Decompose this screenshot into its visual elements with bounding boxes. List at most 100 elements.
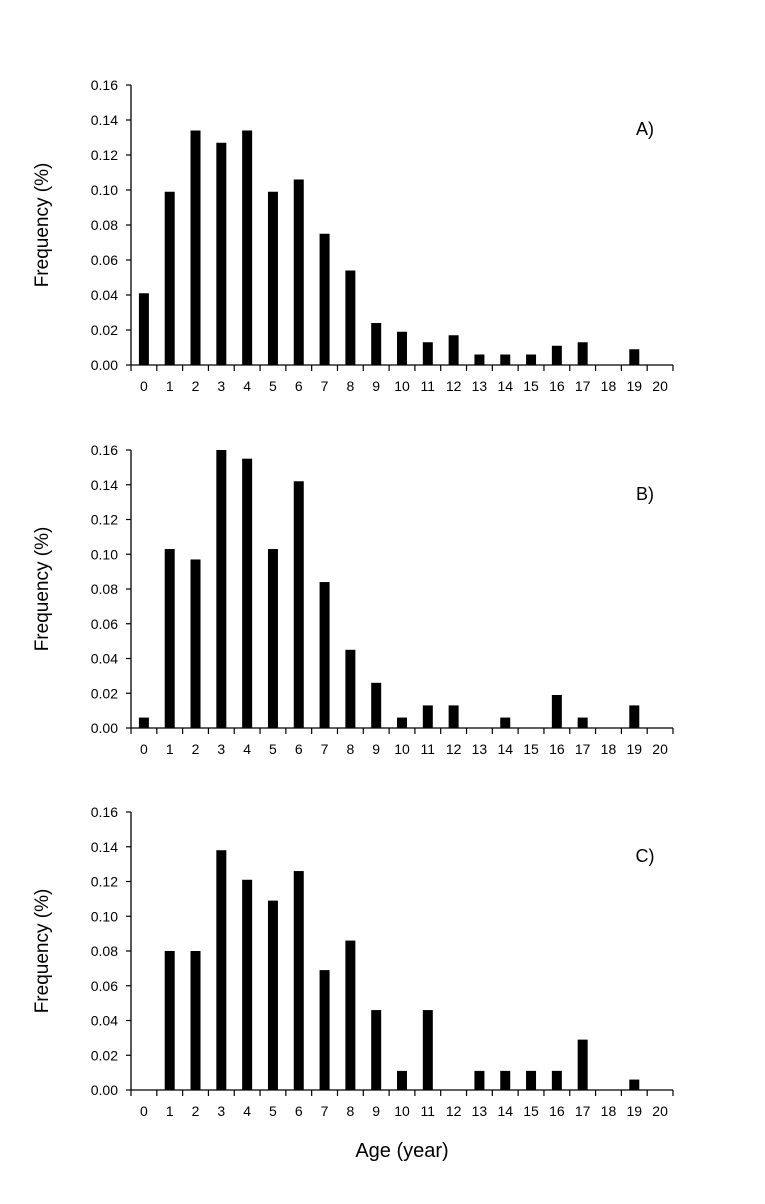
x-tick-label: 15 [523,741,539,757]
bar [422,342,433,365]
x-tick-label: 7 [321,378,329,394]
x-tick-label: 7 [321,1103,329,1119]
panel-label: B) [636,484,654,504]
bar [500,354,511,365]
bar [242,130,253,365]
bar [397,1070,407,1090]
x-tick-label: 14 [497,378,513,394]
x-tick-label: 0 [140,1103,148,1119]
x-tick-label: 6 [295,378,303,394]
x-tick-label: 18 [601,1103,617,1119]
x-tick-label: 20 [652,1103,668,1119]
bar [422,705,433,728]
x-tick-label: 5 [269,741,277,757]
bar [577,342,588,365]
bar [551,694,562,728]
y-tick-label: 0.16 [91,77,118,93]
bar [216,850,227,1090]
panel-b: 0.000.020.040.060.080.100.120.140.160 1 2 3… [32,442,674,757]
bar [448,335,459,365]
bar [577,717,588,728]
y-axis-label: Frequency (%) [32,163,53,288]
bar [629,705,640,728]
x-tick-label: 11 [421,1103,436,1119]
x-tick-label: 1 [166,741,174,757]
bar [293,481,304,728]
y-tick-label: 0.14 [91,477,118,493]
bar [293,179,304,365]
bar [474,1070,485,1090]
x-tick-label: 16 [549,1103,565,1119]
bar [242,458,253,728]
x-tick-label: 16 [549,741,565,757]
y-tick-label: 0.04 [91,287,118,303]
x-tick-label: 20 [652,741,668,757]
x-tick-label: 2 [192,378,200,394]
x-tick-label: 3 [217,1103,225,1119]
bar [371,1010,382,1090]
bar [164,191,175,365]
x-tick-label: 2 [192,1103,200,1119]
x-tick-label: 1 [166,1103,174,1119]
x-tick-label: 19 [626,1103,642,1119]
bar [629,349,640,365]
x-tick-label: 4 [243,378,251,394]
x-tick-label: 10 [394,378,410,394]
x-tick-label: 14 [497,741,513,757]
bar [345,649,356,728]
y-tick-label: 0.16 [91,442,118,458]
bar [526,1070,537,1090]
y-tick-label: 0.10 [91,908,118,924]
x-tick-label: 17 [575,1103,591,1119]
x-tick-label: 13 [472,378,488,394]
x-tick-label: 12 [446,741,462,757]
y-tick-label: 0.00 [91,1082,118,1098]
bar [397,331,407,365]
y-axis-label: Frequency (%) [32,889,53,1014]
x-tick-label: 18 [601,741,617,757]
x-tick-label: 14 [497,1103,513,1119]
y-tick-label: 0.10 [91,546,118,562]
bar [267,191,278,365]
bar [164,549,175,728]
y-tick-label: 0.02 [91,1047,118,1063]
x-tick-label: 12 [446,1103,462,1119]
bar [190,951,201,1090]
y-tick-label: 0.12 [91,512,118,528]
x-tick-label: 13 [472,741,488,757]
bar [629,1079,640,1090]
x-tick-label: 2 [192,741,200,757]
x-tick-label: 7 [321,741,329,757]
x-tick-label: 12 [446,378,462,394]
x-tick-label: 11 [421,378,436,394]
y-tick-label: 0.08 [91,581,118,597]
bar [474,354,485,365]
y-axis-label: Frequency (%) [32,527,53,652]
x-tick-label: 0 [140,741,148,757]
bar [345,270,356,365]
y-tick-label: 0.00 [91,357,118,373]
y-tick-label: 0.14 [91,112,118,128]
x-axis-label: Age (year) [355,1140,448,1162]
y-tick-label: 0.02 [91,685,118,701]
y-tick-label: 0.08 [91,217,118,233]
x-tick-label: 15 [523,1103,539,1119]
panel-label: C) [636,846,655,866]
y-tick-label: 0.06 [91,978,118,994]
panel-a: 0.000.020.040.060.080.100.120.140.160 1 2 3… [32,77,674,394]
bar [422,1010,433,1090]
x-tick-label: 17 [575,378,591,394]
panel-c: 0.000.020.040.060.080.100.120.140.160 1 2 3… [32,804,674,1162]
bar [138,293,149,365]
x-tick-label: 19 [626,378,642,394]
y-tick-label: 0.04 [91,651,118,667]
x-tick-label: 6 [295,741,303,757]
x-tick-label: 5 [269,1103,277,1119]
x-tick-label: 4 [243,1103,251,1119]
bar [190,130,201,365]
y-tick-label: 0.12 [91,874,118,890]
panel-label: A) [636,119,654,139]
y-tick-label: 0.06 [91,616,118,632]
bar [293,871,304,1090]
bar [138,717,149,728]
